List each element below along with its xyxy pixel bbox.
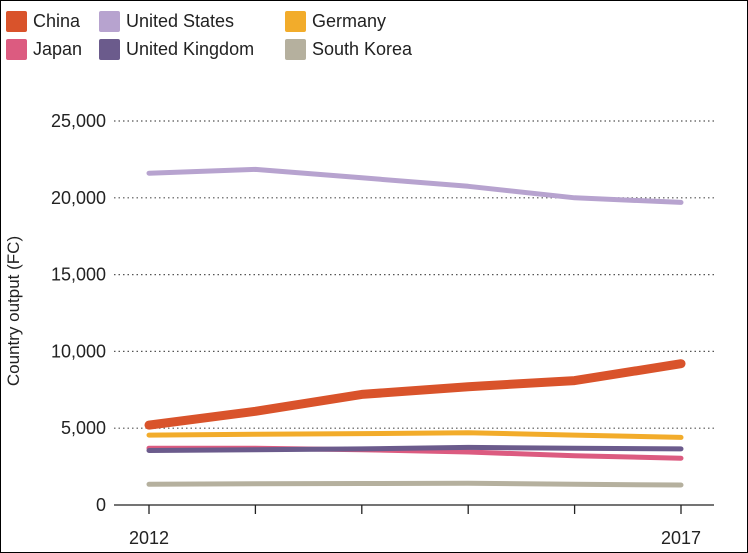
x-tick-label: 2012 [129,528,169,548]
y-tick-label: 15,000 [51,265,106,285]
y-tick-label: 20,000 [51,188,106,208]
legend-label-china: China [33,10,81,31]
y-axis-tick-labels: 0 5,000 10,000 15,000 20,000 25,000 [51,111,106,515]
y-tick-label: 10,000 [51,341,106,361]
legend-item-south-korea: South Korea [285,38,412,60]
legend-swatch-germany [285,10,306,32]
y-tick-label: 25,000 [51,111,106,131]
x-tick-label: 2017 [661,528,701,548]
series-line-united-states [146,166,684,205]
legend-label-japan: Japan [33,38,83,59]
series-lines [144,166,686,488]
series-line-united-kingdom [146,444,684,453]
legend-item-japan: Japan [6,38,82,60]
x-axis: 2012 2017 [114,504,714,548]
y-axis-label: Country output (FC) [4,236,23,386]
legend-item-germany: Germany [285,10,386,32]
legend-item-china: China [6,10,80,32]
legend-label-germany: Germany [312,10,387,31]
legend-label-united-states: United States [126,10,235,31]
legend-swatch-japan [6,38,27,60]
series-line-germany [146,430,684,440]
series-line-south-korea [146,480,684,488]
y-tick-label: 0 [96,495,106,515]
legend-swatch-united-kingdom [99,38,120,60]
legend-swatch-united-states [99,10,120,32]
legend-item-united-states: United States [99,10,234,32]
legend-label-united-kingdom: United Kingdom [126,38,255,59]
y-tick-label: 5,000 [61,418,106,438]
legend-item-united-kingdom: United Kingdom [99,38,254,60]
legend-swatch-china [6,10,27,32]
legend-label-south-korea: South Korea [312,38,413,59]
series-line-china [144,359,686,430]
legend-swatch-south-korea [285,38,306,60]
gridlines [114,120,714,429]
